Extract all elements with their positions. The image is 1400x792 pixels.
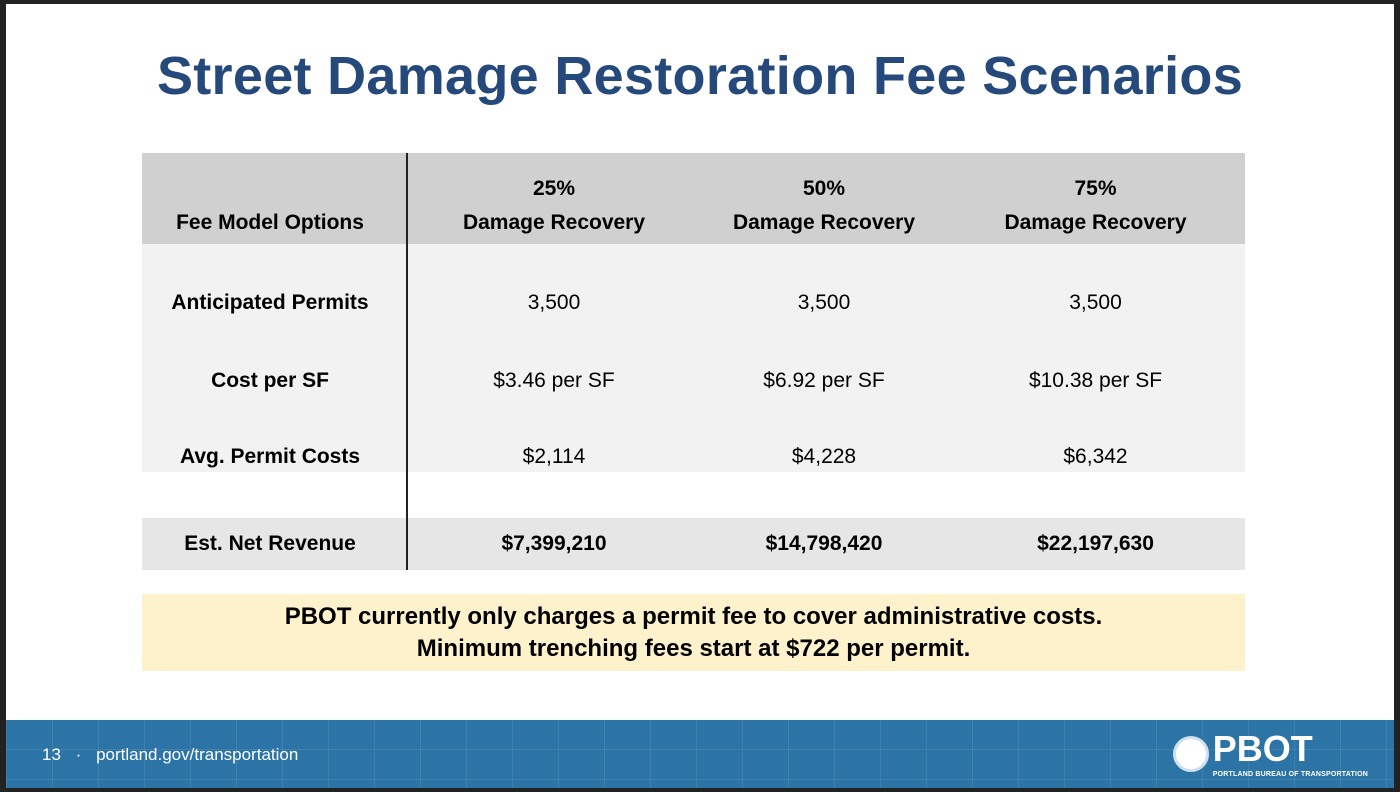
page-number: 13 [42, 745, 61, 764]
page-title: Street Damage Restoration Fee Scenarios [156, 46, 1244, 106]
logo-subtitle: PORTLAND BUREAU OF TRANSPORTATION [1212, 771, 1368, 778]
table-row: Cost per SF $3.46 per SF $6.92 per SF $1… [211, 369, 1163, 392]
pbot-logo: PBOT PORTLAND BUREAU OF TRANSPORTATION [1172, 728, 1368, 780]
column-divider [406, 153, 408, 570]
table-body [142, 244, 1245, 472]
table-row: Avg. Permit Costs $2,114 $4,228 $6,342 [179, 445, 1128, 468]
revenue-row: Est. Net Revenue $7,399,210 $14,798,420 … [142, 518, 1245, 570]
logo-wordmark: PBOT [1212, 728, 1313, 769]
footer-link[interactable]: portland.gov/transportation [96, 745, 299, 764]
table-row: Anticipated Permits 3,500 3,500 3,500 [171, 291, 1122, 314]
header-col: 75% Damage Recovery [1004, 177, 1187, 234]
callout-note: PBOT currently only charges a permit fee… [142, 594, 1245, 671]
separator: · [75, 745, 82, 764]
table-header: Fee Model Options 25% Damage Recovery 50%… [142, 153, 1245, 244]
city-seal-icon [1172, 736, 1209, 772]
header-col: 50% Damage Recovery [732, 177, 916, 234]
header-col: 25% Damage Recovery [462, 177, 646, 234]
footer: 13 · portland.gov/transportation PBOT PO… [6, 720, 1394, 788]
header-label: Fee Model Options [176, 211, 364, 234]
slide: Street Damage Restoration Fee Scenarios … [6, 4, 1394, 788]
